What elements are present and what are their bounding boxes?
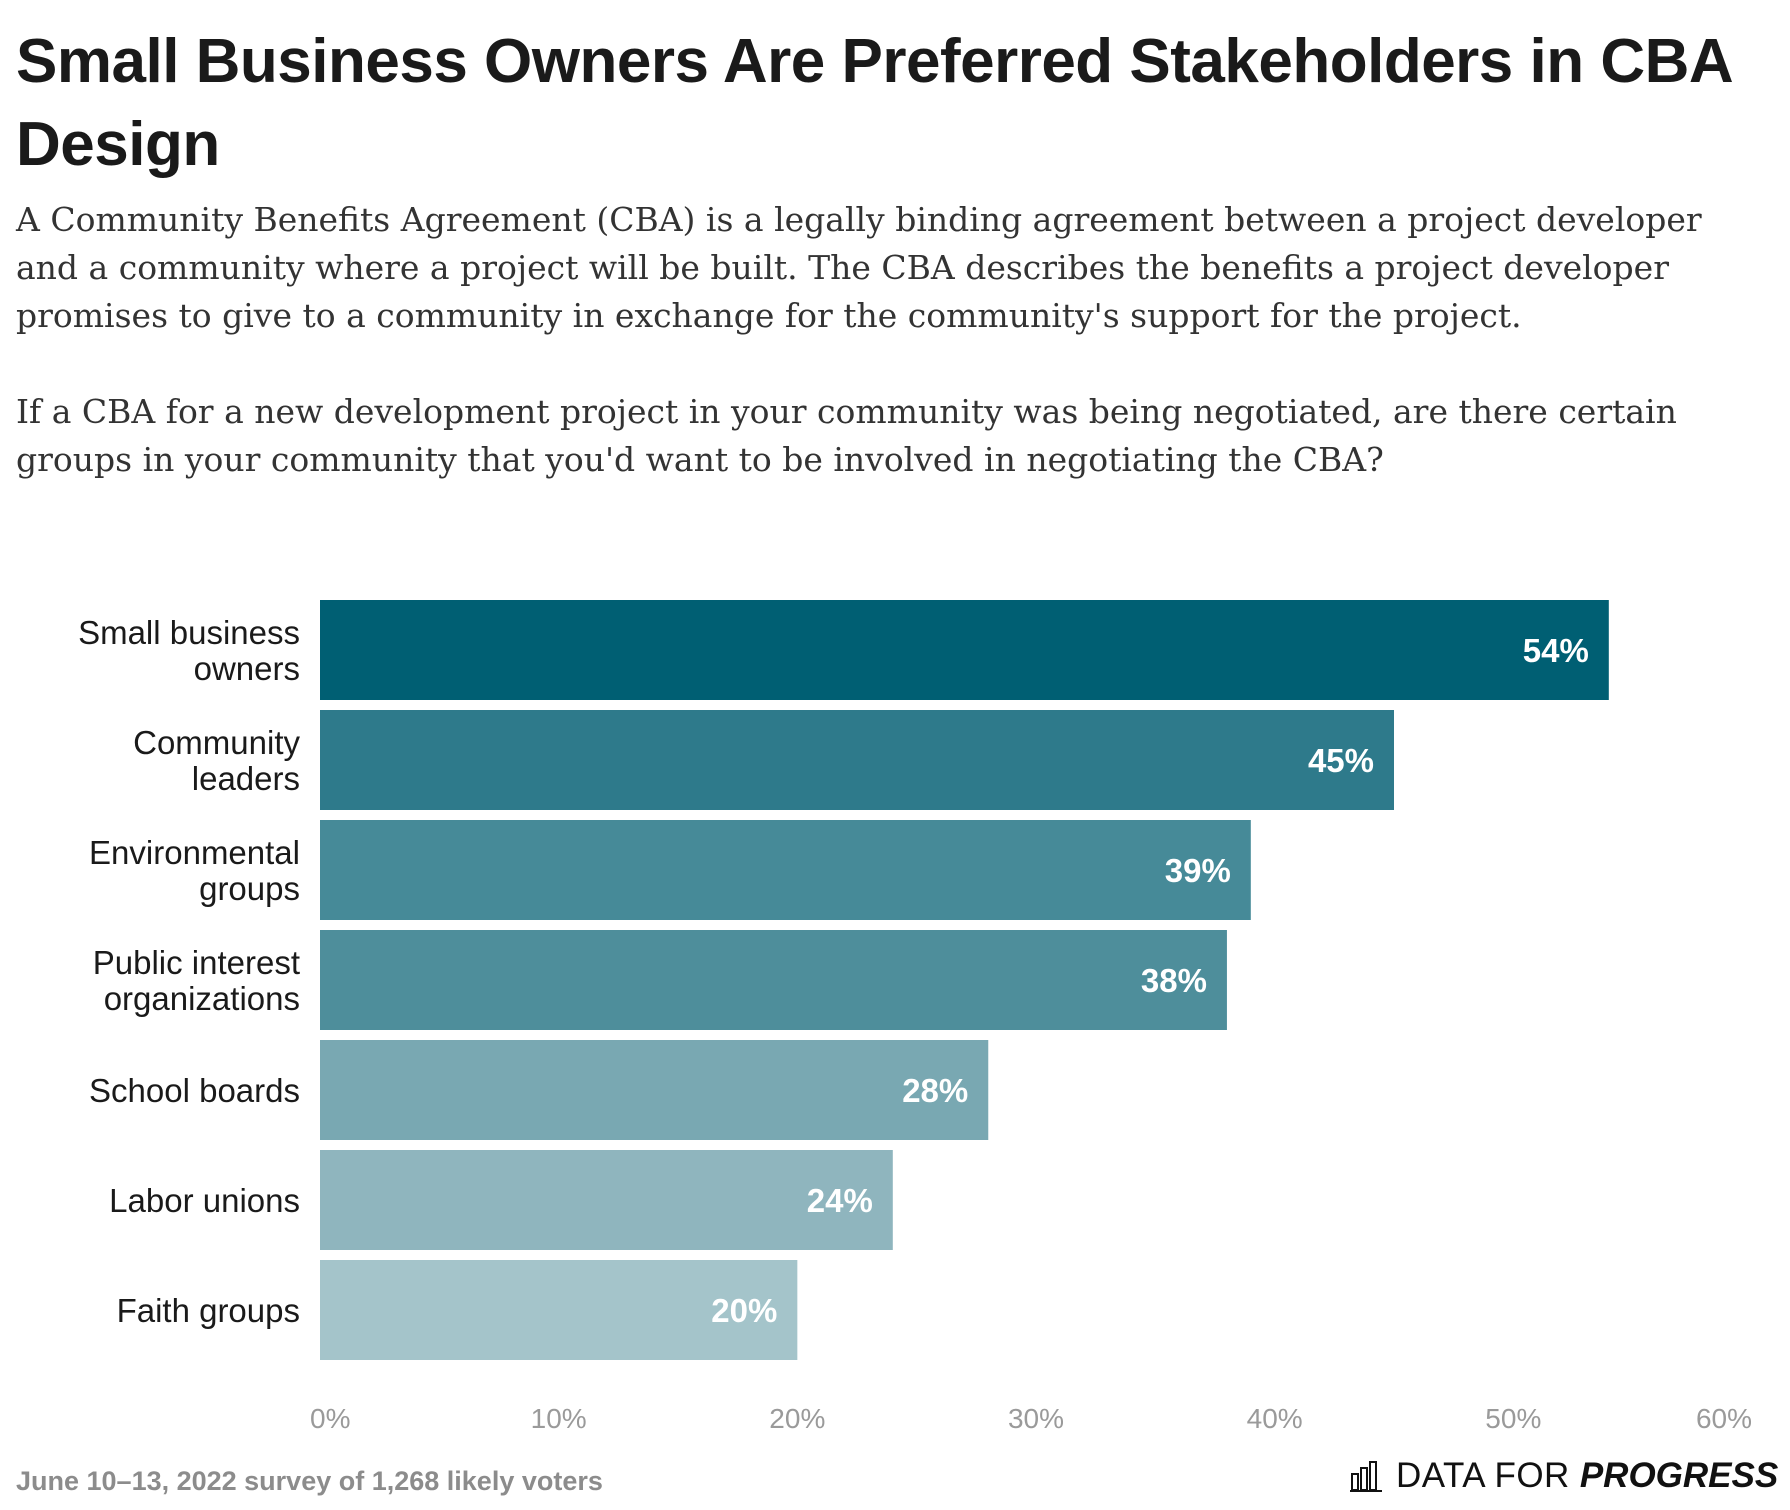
- brand-name-part1: DATA FOR: [1396, 1456, 1570, 1495]
- bar-value-label: 54%: [1523, 632, 1589, 669]
- x-tick-label: 40%: [1247, 1403, 1303, 1434]
- bar: [320, 710, 1394, 810]
- category-label: School boards: [89, 1072, 300, 1109]
- chart-title: Small Business Owners Are Preferred Stak…: [16, 27, 1731, 179]
- bar: [320, 1040, 989, 1140]
- bar-value-label: 20%: [711, 1292, 777, 1329]
- bar-chart: 54% Small business owners 45% Community leade…: [78, 600, 1752, 1434]
- brand-name-part2: PROGRESS: [1579, 1456, 1779, 1495]
- x-tick-label: 60%: [1696, 1403, 1752, 1434]
- x-tick-label: 20%: [769, 1403, 825, 1434]
- bar-value-label: 39%: [1165, 852, 1231, 889]
- chart-description: A Community Benefits Agreement (CBA) is …: [16, 200, 1702, 335]
- bar: [320, 820, 1251, 920]
- bar: [320, 1150, 893, 1250]
- bar: [320, 1260, 798, 1360]
- bar-value-label: 45%: [1308, 742, 1374, 779]
- x-tick-label: 50%: [1485, 1403, 1541, 1434]
- bar-value-label: 24%: [807, 1182, 873, 1219]
- category-label: Labor unions: [109, 1182, 300, 1219]
- bar: [320, 930, 1227, 1030]
- bar-chart-icon: [1350, 1461, 1382, 1492]
- x-tick-label: 10%: [531, 1403, 587, 1434]
- x-tick-label: 0%: [310, 1403, 350, 1434]
- survey-question: If a CBA for a new development project i…: [16, 392, 1677, 479]
- x-tick-label: 30%: [1008, 1403, 1064, 1434]
- category-label: Public interest organizations: [93, 944, 300, 1017]
- bar-value-label: 38%: [1141, 962, 1207, 999]
- bar: [320, 600, 1609, 700]
- brand-logo: DATA FOR PROGRESS: [1350, 1456, 1778, 1496]
- source-note: June 10–13, 2022 survey of 1,268 likely …: [16, 1466, 603, 1496]
- bar-value-label: 28%: [902, 1072, 968, 1109]
- category-label: Community leaders: [133, 724, 300, 797]
- category-label: Environmental groups: [89, 834, 300, 907]
- category-label: Small business owners: [78, 614, 300, 687]
- category-label: Faith groups: [117, 1292, 300, 1329]
